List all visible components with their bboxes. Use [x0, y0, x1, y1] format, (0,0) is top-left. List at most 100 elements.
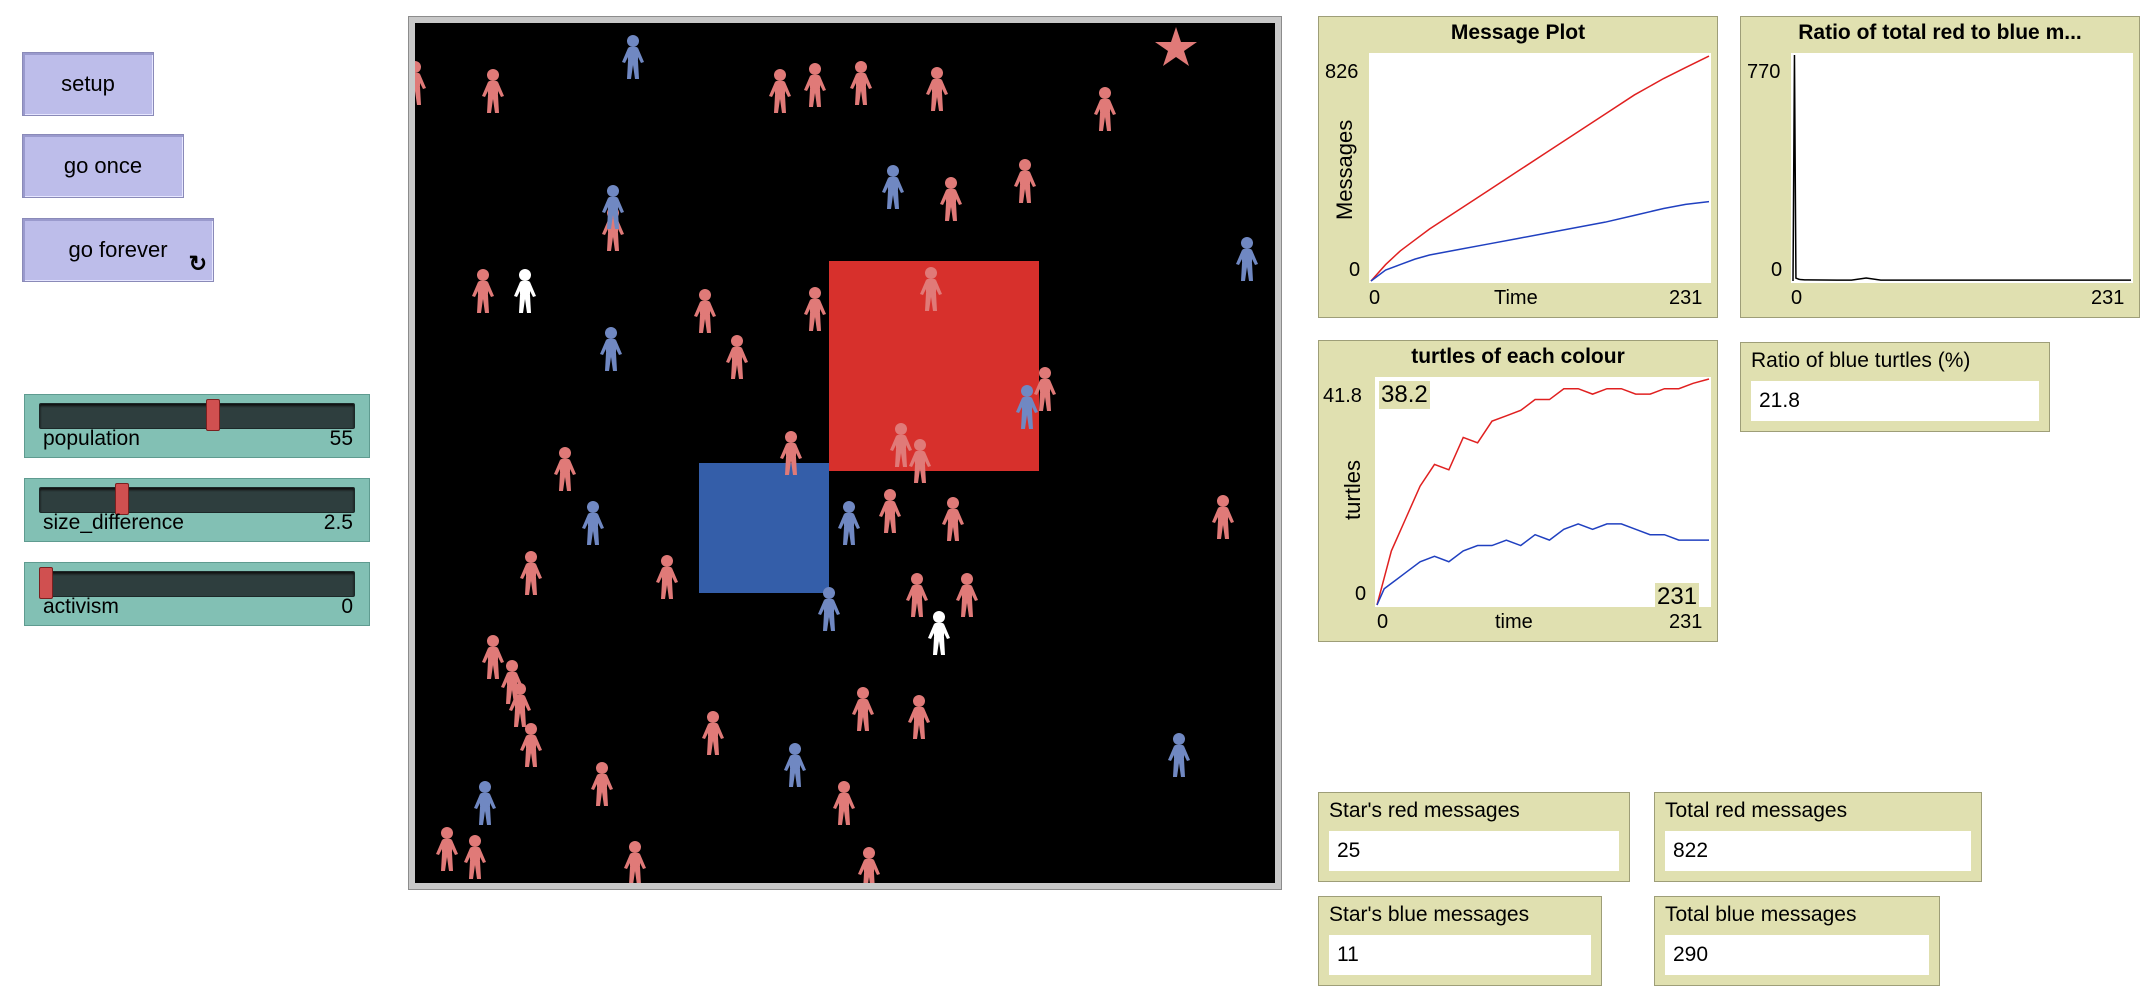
hover-y-readout: 38.2	[1379, 381, 1430, 409]
red-turtle	[464, 835, 486, 879]
red-turtle	[833, 781, 855, 825]
star-red-messages-monitor: Star's red messages 25	[1318, 792, 1630, 882]
population-slider[interactable]: population 55	[24, 394, 370, 458]
red-turtle	[472, 269, 494, 313]
setup-button-label: setup	[61, 71, 115, 96]
red-turtle	[879, 489, 901, 533]
blue-turtle	[622, 35, 644, 79]
x-min-label: 0	[1369, 287, 1381, 309]
red-turtle	[591, 762, 613, 806]
blue-turtle	[784, 743, 806, 787]
plot-area	[1375, 377, 1711, 607]
red-turtle	[482, 69, 504, 113]
red-turtle	[520, 551, 542, 595]
monitor-value: 822	[1665, 831, 1971, 871]
red-turtle	[804, 287, 826, 331]
monitor-value: 11	[1329, 935, 1591, 975]
monitor-label: Ratio of blue turtles (%)	[1751, 349, 1971, 372]
hover-x-readout: 231	[1655, 583, 1700, 611]
red-turtle	[906, 573, 928, 617]
y-max-label: 41.8	[1323, 385, 1362, 407]
red-turtle	[656, 555, 678, 599]
blue-turtle	[1236, 237, 1258, 281]
star-blue-messages-monitor: Star's blue messages 11	[1318, 896, 1602, 986]
red-turtle	[1094, 87, 1116, 131]
y-min-label: 0	[1771, 259, 1783, 281]
monitor-label: Total red messages	[1665, 799, 1848, 822]
blue-turtle	[474, 781, 496, 825]
x-min-label: 0	[1791, 287, 1803, 309]
x-axis-label: Time	[1494, 287, 1538, 309]
forever-loop-icon: ↻	[188, 251, 207, 276]
setup-button[interactable]: setup	[22, 52, 154, 116]
red-turtle	[920, 267, 942, 311]
monitor-label: Star's red messages	[1329, 799, 1520, 822]
turtles-plot-svg	[1376, 378, 1710, 606]
red-turtle	[1034, 367, 1056, 411]
blue-turtle	[882, 165, 904, 209]
x-min-label: 0	[1377, 611, 1389, 633]
slider-knob[interactable]	[115, 483, 129, 515]
red-turtle	[554, 447, 576, 491]
star-turtle	[1155, 27, 1197, 66]
red-turtle	[956, 573, 978, 617]
red-turtle	[804, 63, 826, 107]
slider-value: 2.5	[323, 511, 353, 534]
blue-turtle	[600, 327, 622, 371]
red-turtle	[436, 827, 458, 871]
red-turtle	[509, 683, 531, 727]
plot-title: Message Plot	[1450, 21, 1586, 44]
slider-value: 0	[341, 595, 353, 618]
go-once-button[interactable]: go once	[22, 134, 184, 198]
y-max-label: 770	[1747, 61, 1781, 83]
message-plot-svg	[1370, 55, 1710, 282]
size-difference-slider[interactable]: size_difference 2.5	[24, 478, 370, 542]
y-axis-label: turtles	[1340, 460, 1365, 520]
monitor-value: 290	[1665, 935, 1929, 975]
y-max-label: 826	[1325, 61, 1359, 83]
activism-slider[interactable]: activism 0	[24, 562, 370, 626]
go-forever-button-label: go forever	[68, 237, 168, 262]
blue-patch	[699, 463, 829, 593]
blue-turtle	[602, 185, 624, 229]
red-turtle	[858, 847, 880, 883]
white-turtle	[514, 269, 536, 313]
slider-track[interactable]	[39, 571, 355, 597]
blue-turtle	[838, 501, 860, 545]
red-turtle	[520, 723, 542, 767]
y-min-label: 0	[1349, 259, 1361, 281]
world-view[interactable]	[415, 23, 1275, 883]
red-turtle	[415, 61, 426, 105]
red-turtle	[926, 67, 948, 111]
x-max-label: 231	[1669, 611, 1703, 633]
plot-title: Ratio of total red to blue m...	[1798, 21, 2082, 44]
red-turtle	[852, 687, 874, 731]
white-turtle	[928, 611, 950, 655]
red-turtle	[624, 841, 646, 883]
go-forever-button[interactable]: go forever ↻	[22, 218, 214, 282]
monitor-label: Total blue messages	[1665, 903, 1857, 926]
slider-name: population	[43, 427, 140, 450]
slider-value: 55	[329, 427, 353, 450]
slider-knob[interactable]	[206, 399, 221, 431]
slider-track[interactable]	[39, 487, 355, 513]
plot-area	[1369, 53, 1711, 283]
slider-knob[interactable]	[39, 567, 53, 599]
red-turtle	[890, 423, 912, 467]
message-plot: Message Plot 826 0 0 Time 231 Messages	[1318, 16, 1718, 318]
blue-ratio-monitor: Ratio of blue turtles (%) 21.8	[1740, 342, 2050, 432]
series-line-0	[1376, 378, 1710, 606]
monitor-label: Star's blue messages	[1329, 903, 1530, 926]
red-turtle	[769, 69, 791, 113]
series-line-1	[1370, 200, 1710, 282]
series-line-0	[1792, 54, 2131, 282]
slider-name: activism	[43, 595, 119, 618]
slider-track[interactable]	[39, 403, 355, 429]
ratio-plot: Ratio of total red to blue m... 770 0 0 …	[1740, 16, 2140, 318]
red-turtle	[942, 497, 964, 541]
red-turtle	[1014, 159, 1036, 203]
blue-turtle	[1016, 385, 1038, 429]
series-line-1	[1376, 523, 1709, 606]
red-turtle	[726, 335, 748, 379]
blue-turtle	[1168, 733, 1190, 777]
